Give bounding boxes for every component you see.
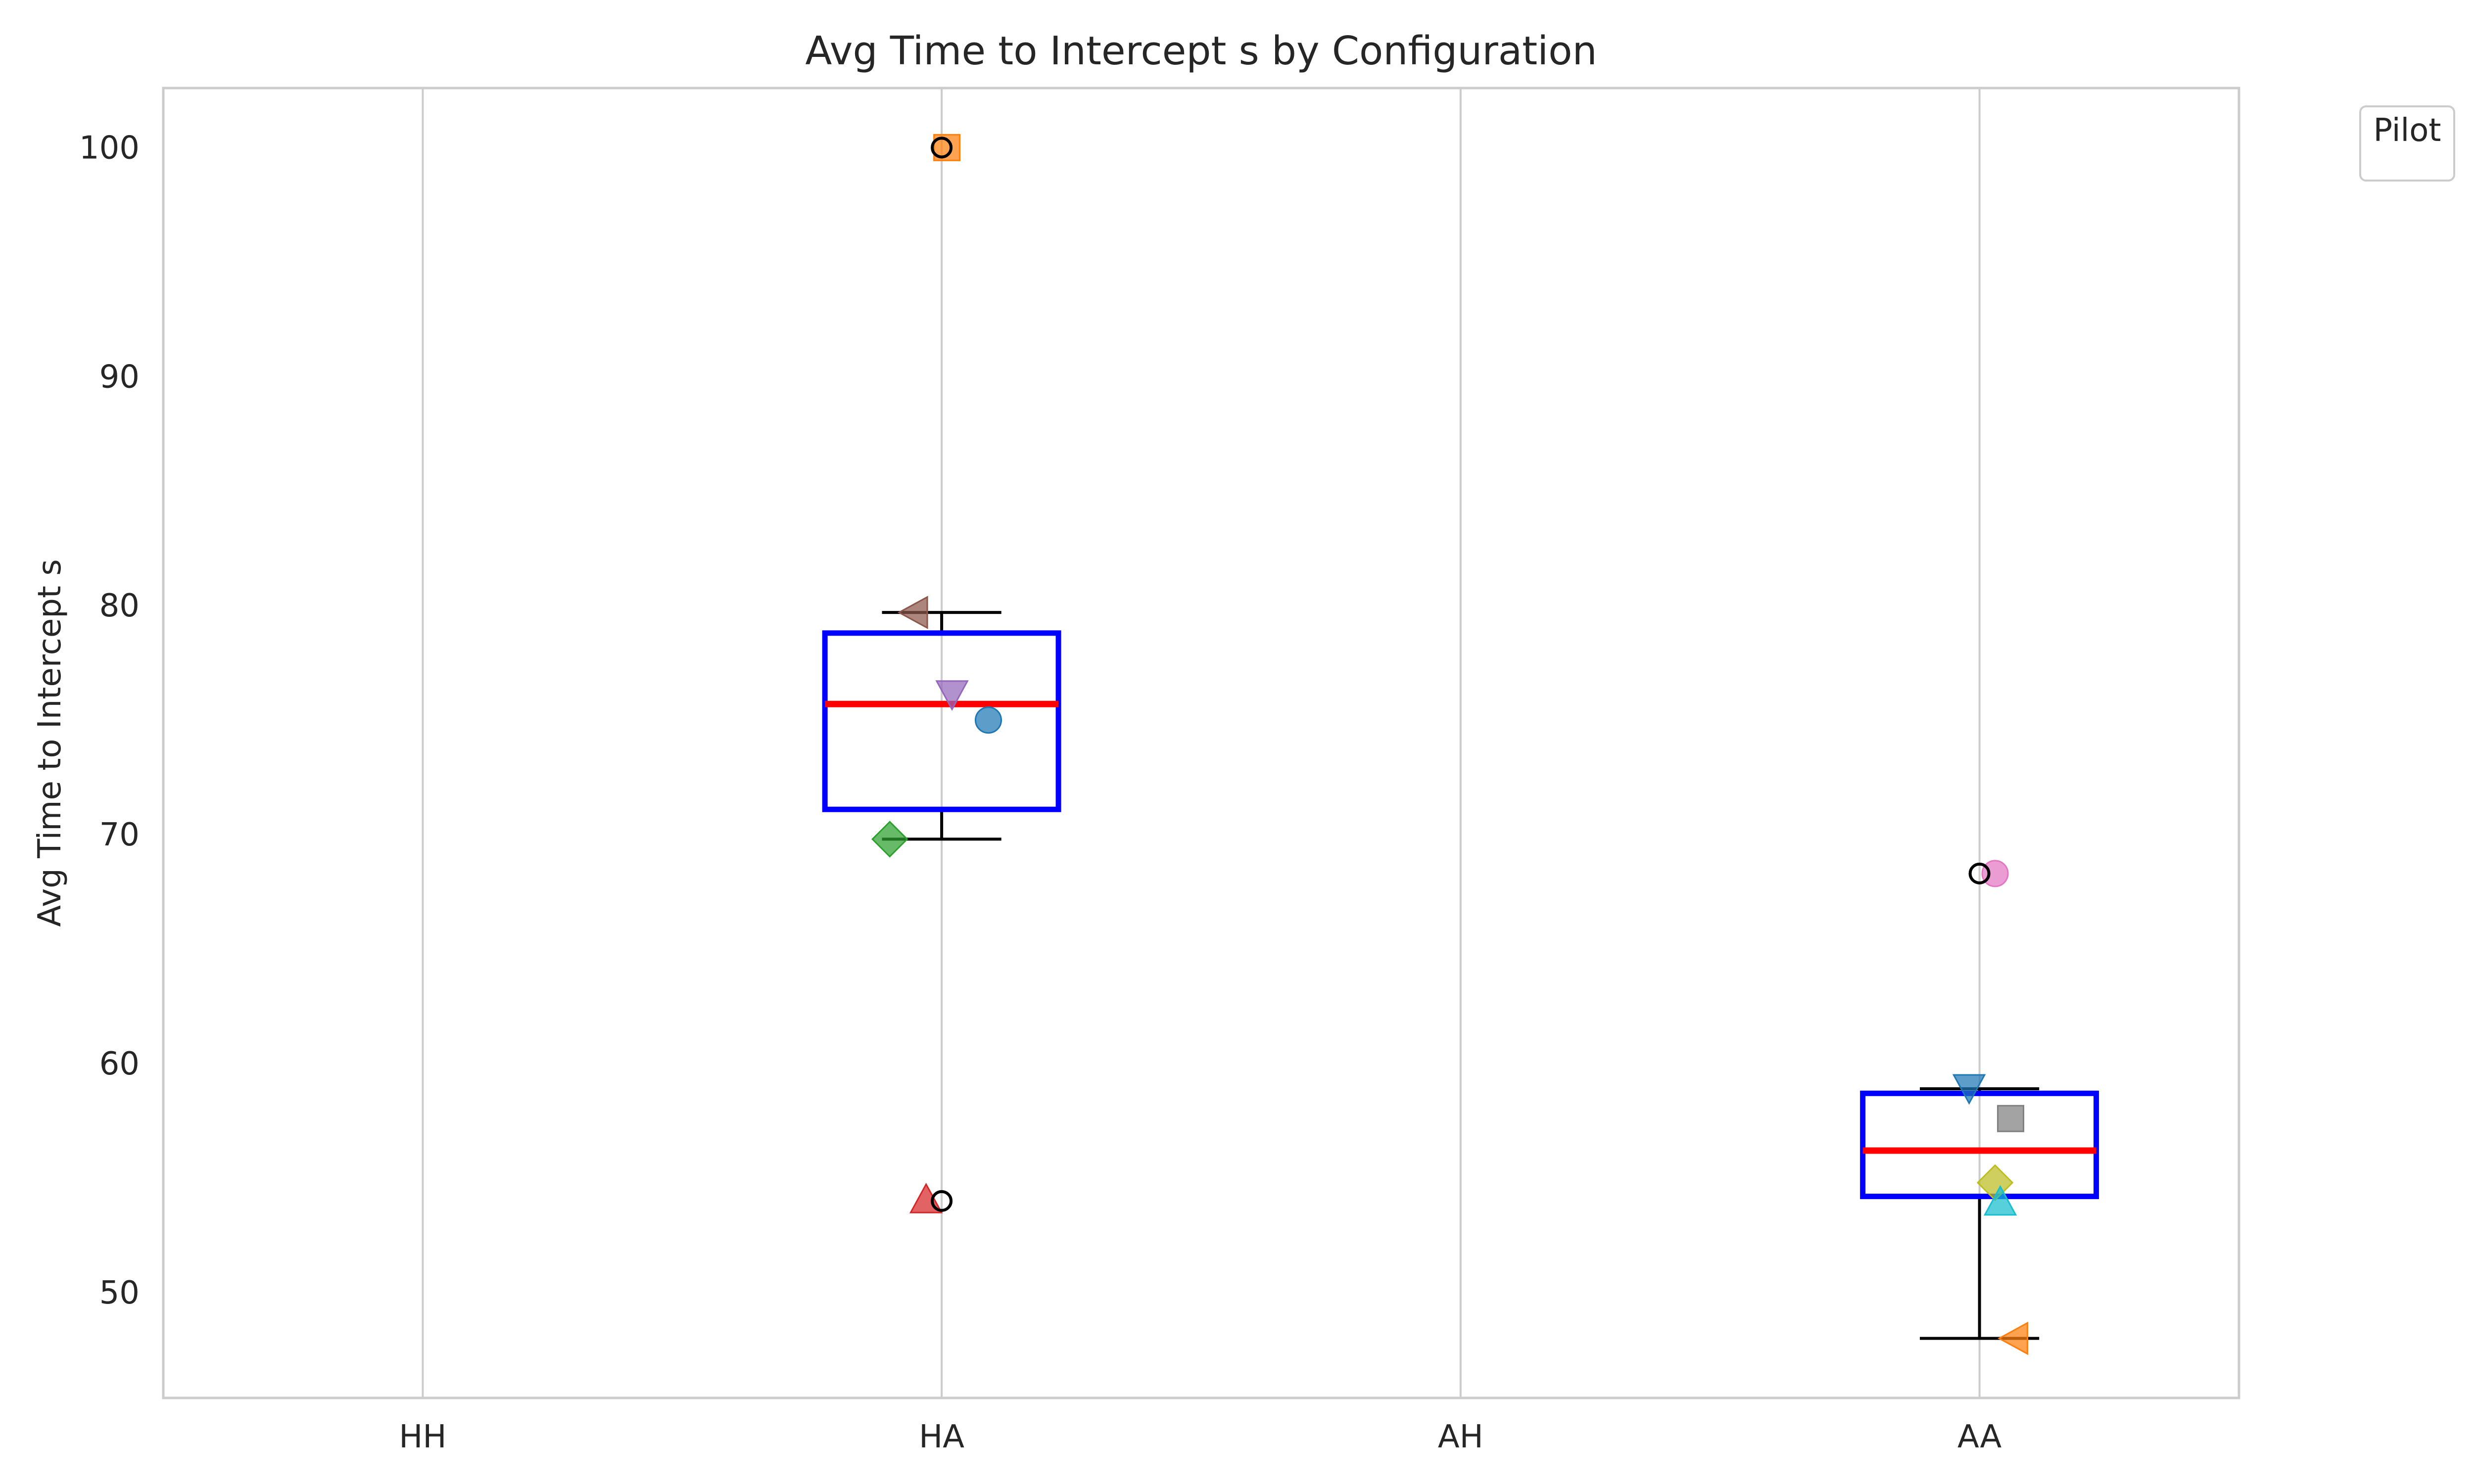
data-point-circle	[1981, 860, 2009, 887]
outlier-marker	[931, 137, 953, 159]
y-axis-label: Avg Time to Intercept s	[32, 559, 68, 927]
x-tick-label-aa: AA	[1957, 1419, 2002, 1455]
x-tick-label-hh: HH	[399, 1419, 446, 1455]
legend: Pilot	[2359, 105, 2455, 182]
plot-area-frame	[162, 87, 2240, 1399]
outlier-marker	[1968, 862, 1991, 884]
data-point-triangle-down	[935, 680, 969, 711]
box-aa	[1860, 1087, 2099, 1340]
y-tick-label: 80	[99, 588, 140, 624]
chart-title: Avg Time to Intercept s by Configuration	[805, 28, 1597, 74]
data-point-triangle-up	[1983, 1185, 2017, 1216]
y-tick-label: 60	[99, 1046, 140, 1082]
x-tick-label-ah: AH	[1438, 1419, 1483, 1455]
box-iqr	[1860, 1090, 2099, 1200]
y-tick-label: 90	[99, 359, 140, 395]
grid-lines	[422, 88, 1981, 1398]
legend-frame	[2359, 105, 2455, 182]
data-point-triangle-down	[1952, 1074, 1986, 1105]
data-point-triangle-left	[1998, 1321, 2028, 1355]
data-point-square	[1997, 1105, 2025, 1132]
data-point-triangle-left	[897, 596, 928, 629]
data-point-diamond	[871, 821, 908, 858]
y-tick-label: 70	[99, 817, 140, 853]
box-iqr	[822, 630, 1061, 812]
box-plots	[822, 611, 2099, 1340]
x-tick-labels: HH HA AH AA	[399, 1419, 2001, 1455]
data-point-circle	[975, 706, 1002, 734]
y-tick-label: 100	[79, 130, 140, 166]
data-points	[871, 134, 2028, 1355]
outlier-marker	[931, 1190, 953, 1212]
y-tick-label: 50	[99, 1275, 140, 1311]
x-tick-label-ha: HA	[919, 1419, 964, 1455]
legend-title: Pilot	[2374, 112, 2441, 149]
y-tick-labels: 50 60 70 80 90 100	[79, 130, 140, 1311]
outlier-markers	[931, 137, 1991, 1212]
